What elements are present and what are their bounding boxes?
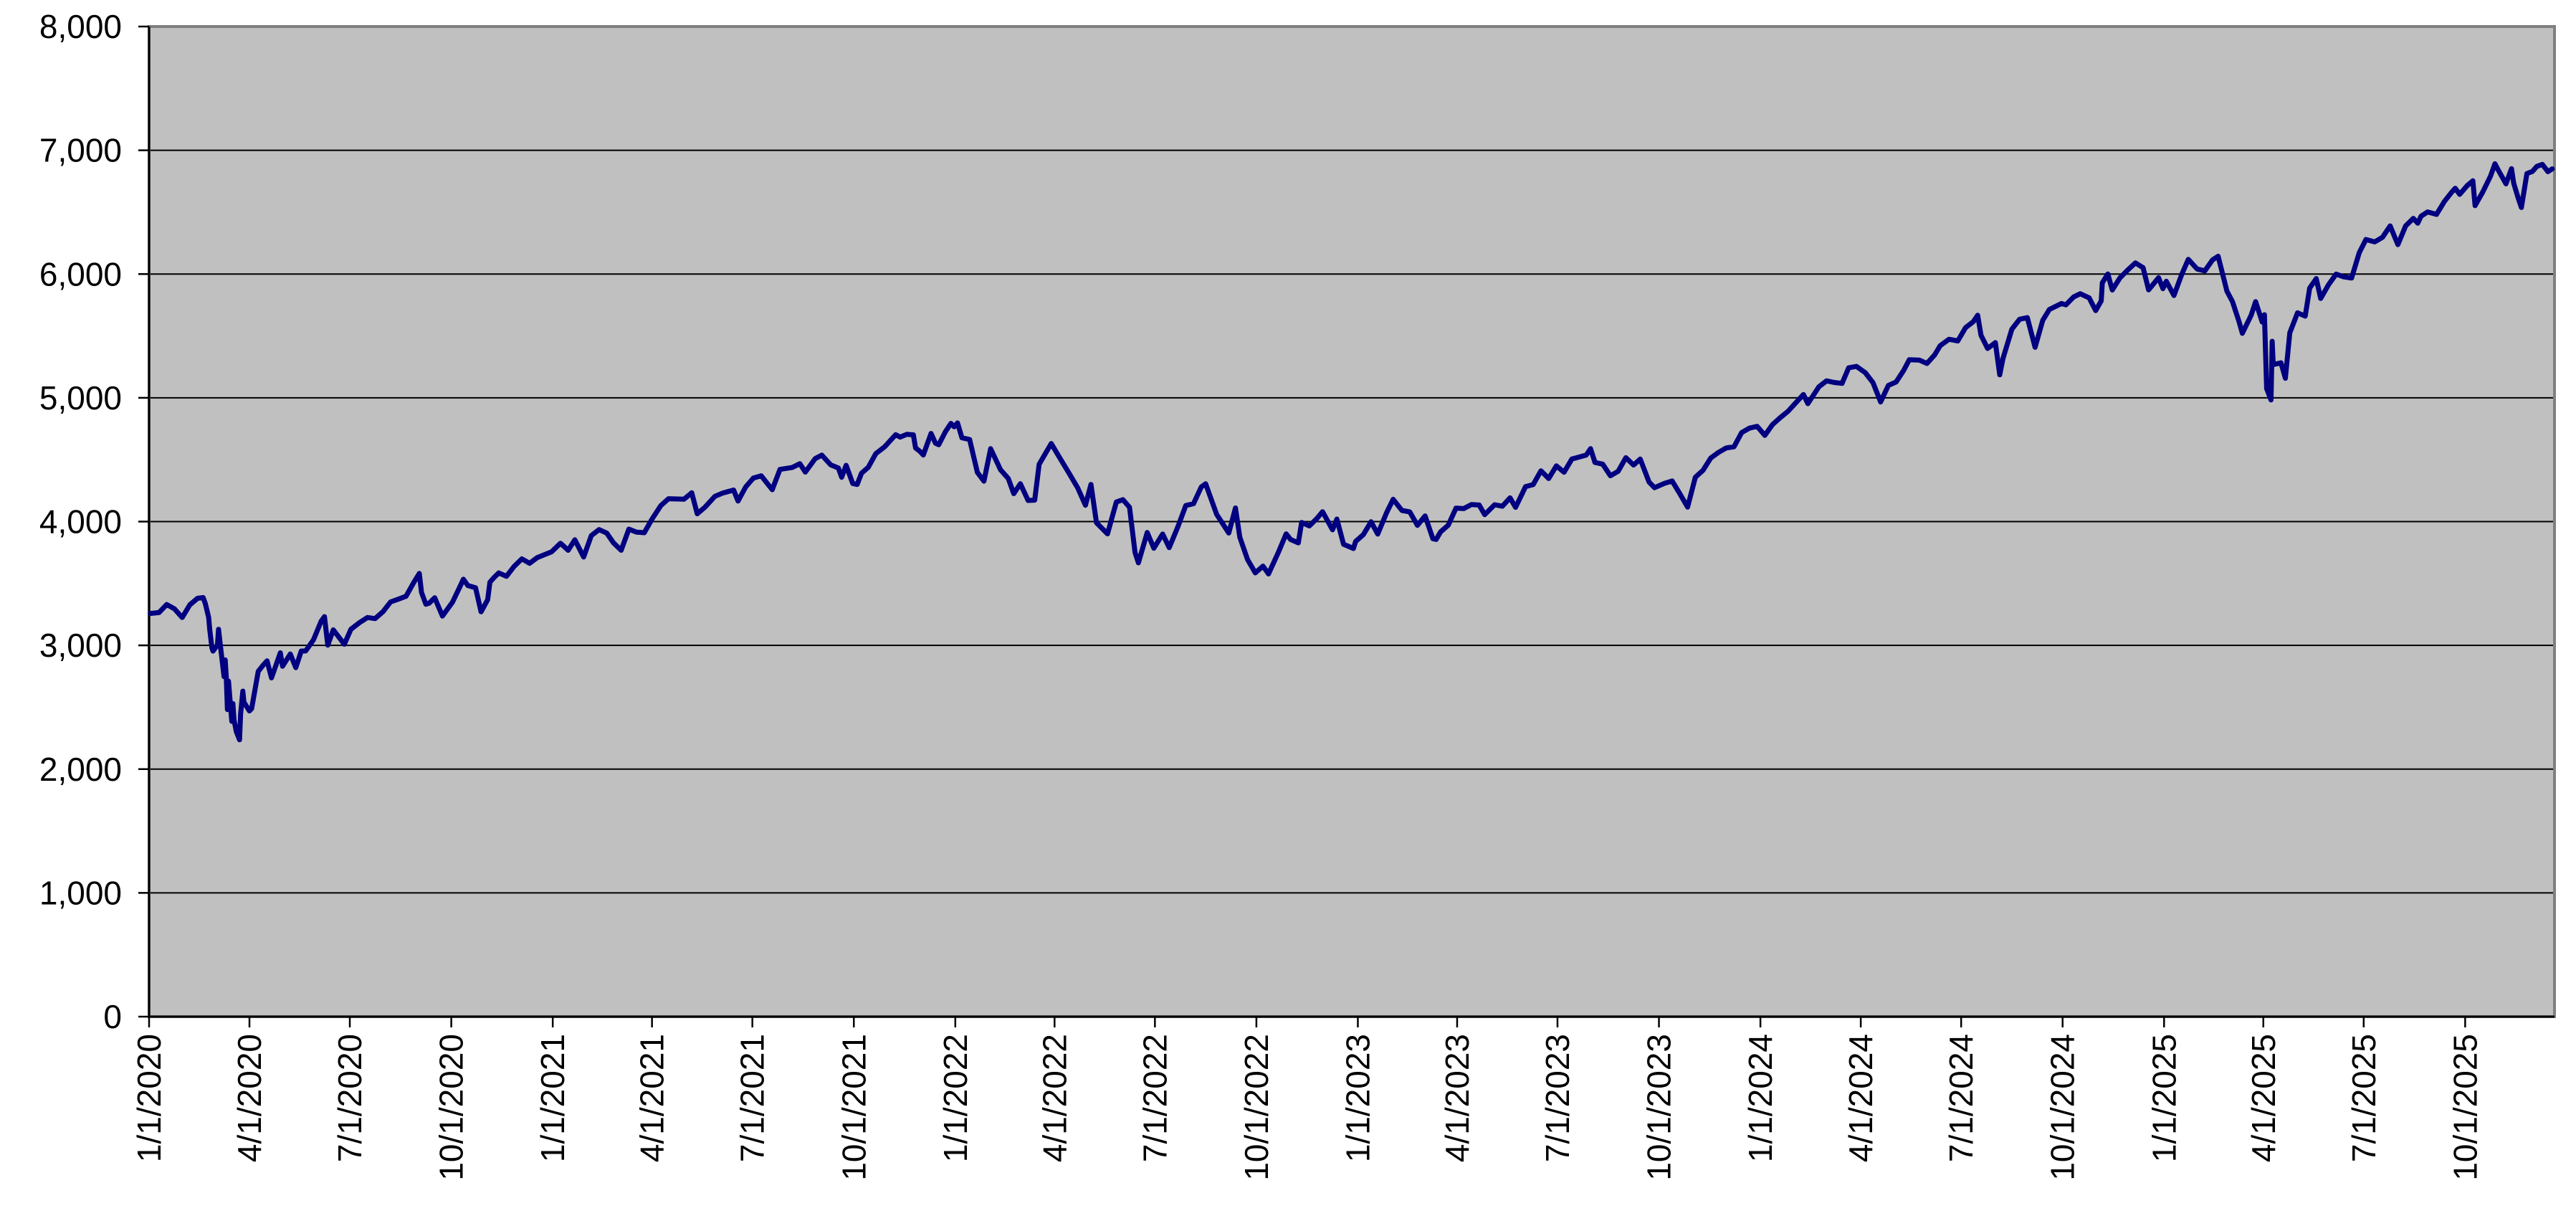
x-tick-label: 10/1/2025	[2446, 1034, 2484, 1181]
y-tick-label: 8,000	[39, 8, 122, 45]
x-axis: 1/1/2020 4/1/2020 7/1/2020 10/1/2020 1/1/202…	[130, 1017, 2484, 1181]
x-tick-label: 10/1/2024	[2044, 1034, 2081, 1181]
x-tick-label: 1/1/2022	[937, 1034, 974, 1162]
x-tick-label: 7/1/2024	[1942, 1034, 1980, 1162]
y-axis: 0 1,000 2,000 3,000 4,000 5,000 6,000 7,000 8,00…	[39, 8, 149, 1035]
x-tick-label: 1/1/2023	[1339, 1034, 1376, 1162]
x-tick-label: 1/1/2021	[534, 1034, 571, 1162]
x-tick-label: 7/1/2020	[331, 1034, 368, 1162]
y-tick-label: 7,000	[39, 132, 122, 169]
x-tick-label: 4/1/2023	[1439, 1034, 1476, 1162]
x-tick-label: 1/1/2025	[2145, 1034, 2183, 1162]
y-tick-label: 0	[103, 998, 122, 1035]
x-tick-label: 10/1/2020	[433, 1034, 470, 1181]
x-tick-label: 10/1/2023	[1641, 1034, 1678, 1181]
x-tick-label: 7/1/2022	[1136, 1034, 1173, 1162]
y-tick-label: 6,000	[39, 255, 122, 293]
x-tick-label: 7/1/2023	[1539, 1034, 1576, 1162]
x-tick-label: 4/1/2025	[2245, 1034, 2282, 1162]
x-tick-label: 7/1/2025	[2345, 1034, 2382, 1162]
x-tick-label: 1/1/2024	[1742, 1034, 1779, 1162]
x-tick-label: 7/1/2021	[734, 1034, 771, 1162]
y-tick-label: 5,000	[39, 379, 122, 417]
y-tick-label: 1,000	[39, 874, 122, 911]
y-tick-label: 3,000	[39, 627, 122, 664]
y-tick-label: 4,000	[39, 503, 122, 541]
x-tick-label: 1/1/2020	[130, 1034, 168, 1162]
series-line	[148, 161, 2555, 743]
x-tick-label: 4/1/2024	[1842, 1034, 1879, 1162]
x-tick-label: 4/1/2021	[634, 1034, 671, 1162]
x-tick-label: 10/1/2022	[1238, 1034, 1275, 1181]
x-tick-label: 10/1/2021	[835, 1034, 872, 1181]
x-tick-label: 4/1/2022	[1036, 1034, 1073, 1162]
y-tick-label: 2,000	[39, 751, 122, 788]
x-tick-label: 4/1/2020	[231, 1034, 268, 1162]
